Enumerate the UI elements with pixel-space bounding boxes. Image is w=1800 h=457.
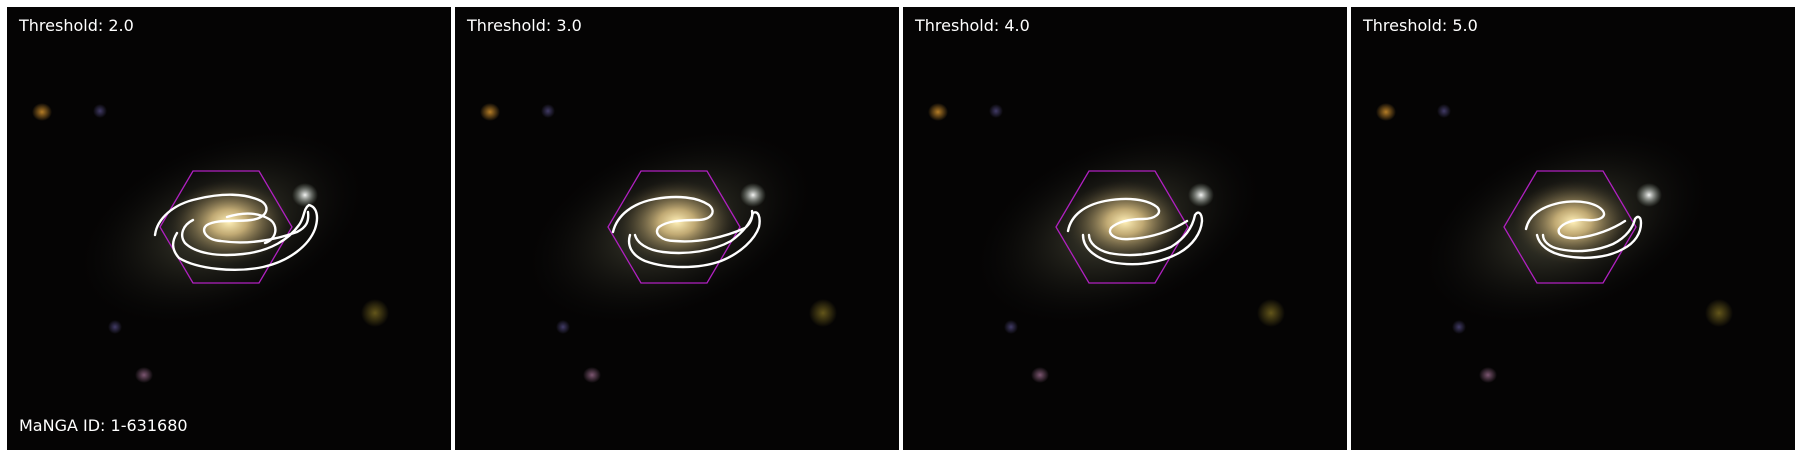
background-source [480, 103, 500, 121]
background-source [583, 367, 601, 383]
galaxy-panel-threshold-5: Threshold: 5.0 [1351, 7, 1795, 450]
background-source [1437, 104, 1451, 118]
ifu-hexagon [159, 170, 293, 284]
background-source [1031, 367, 1049, 383]
background-source [541, 104, 555, 118]
foreground-star [740, 183, 766, 207]
background-source [556, 320, 570, 334]
background-source [361, 299, 389, 327]
galaxy-image [32, 103, 389, 383]
background-source [1479, 367, 1497, 383]
threshold-contour [1066, 197, 1204, 266]
background-source [809, 299, 837, 327]
galaxy-image [1376, 103, 1733, 383]
ifu-hexagon [607, 170, 741, 284]
background-source [32, 103, 52, 121]
ifu-hexagon [1055, 170, 1189, 284]
foreground-star [292, 183, 318, 207]
background-source [135, 367, 153, 383]
galaxy-image [928, 103, 1285, 383]
threshold-contour [1524, 200, 1643, 259]
background-source [928, 103, 948, 121]
threshold-label: Threshold: 5.0 [1363, 16, 1478, 35]
background-source [989, 104, 1003, 118]
threshold-label: Threshold: 4.0 [915, 16, 1030, 35]
threshold-contour [611, 195, 761, 269]
background-source [1452, 320, 1466, 334]
threshold-contour [153, 193, 319, 271]
ifu-hexagon [1503, 170, 1637, 284]
background-source [1257, 299, 1285, 327]
foreground-star [1188, 183, 1214, 207]
threshold-label: Threshold: 3.0 [467, 16, 582, 35]
galaxy-panel-threshold-2: Threshold: 2.0 MaNGA ID: 1-631680 [7, 7, 451, 450]
background-source [1376, 103, 1396, 121]
galaxy-panel-threshold-4: Threshold: 4.0 [903, 7, 1347, 450]
manga-id-label: MaNGA ID: 1-631680 [19, 416, 188, 435]
background-source [108, 320, 122, 334]
background-source [1705, 299, 1733, 327]
background-source [1004, 320, 1018, 334]
background-source [93, 104, 107, 118]
galaxy-image [480, 103, 837, 383]
foreground-star [1636, 183, 1662, 207]
galaxy-panel-threshold-3: Threshold: 3.0 [455, 7, 899, 450]
threshold-label: Threshold: 2.0 [19, 16, 134, 35]
